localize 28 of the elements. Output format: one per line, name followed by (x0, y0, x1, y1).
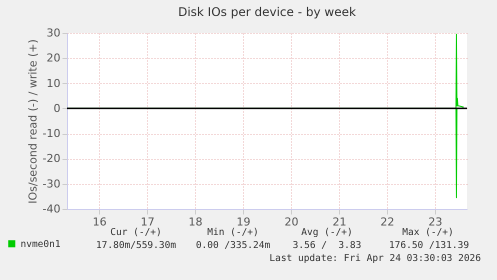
x-tick-label: 21 (332, 216, 346, 228)
y-tick-label: -30 (42, 177, 60, 190)
x-tick-label: 16 (92, 216, 107, 228)
chart-title: Disk IOs per device - by week (178, 5, 356, 19)
y-axis-title: IOs/second read (-) / write (+) (26, 39, 40, 204)
x-tick-label: 18 (188, 216, 203, 228)
y-tick-label: -20 (42, 152, 60, 166)
y-tick-label: 10 (46, 76, 60, 90)
text: 17.80m/559.30m (96, 240, 176, 251)
x-tick-label: 23 (428, 216, 442, 228)
x-tick-label: 20 (284, 216, 298, 228)
text: Last update: Fri Apr 24 03:30:03 2026 (269, 253, 481, 264)
text: 3.56 / 3.83 (292, 240, 362, 251)
x-tick-label: 19 (236, 216, 251, 228)
y-tick-label: 0 (54, 102, 60, 115)
text: Max (-/+) (402, 227, 454, 238)
text: 176.50 /131.39 (388, 240, 470, 251)
x-tick-label: 22 (380, 216, 394, 228)
y-tick-label: 20 (46, 52, 60, 65)
y-tick-label: -40 (42, 202, 60, 216)
text: Avg (-/+) (301, 227, 353, 238)
text: Min (-/+) (207, 227, 259, 238)
y-tick-label: 30 (46, 26, 60, 40)
legend-label: nvme0n1 (20, 238, 61, 250)
y-tick-label: -10 (42, 127, 60, 140)
text: 0.00 /335.24m (196, 240, 270, 251)
text: Cur (-/+) (110, 227, 162, 238)
x-tick-label: 17 (140, 216, 155, 228)
